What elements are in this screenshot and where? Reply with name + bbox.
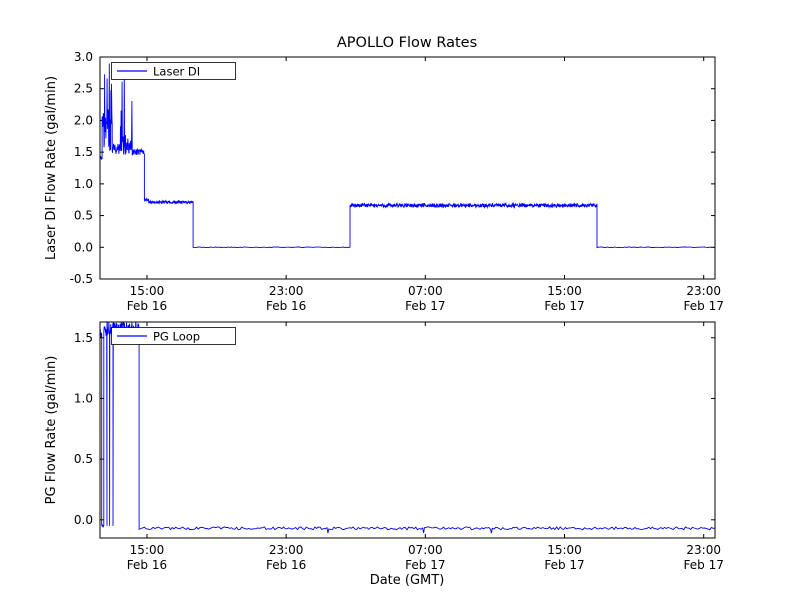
- figure-title: APOLLO Flow Rates: [337, 35, 477, 51]
- x-tick-date-label: Feb 16: [266, 299, 306, 313]
- bottom-legend-label: PG Loop: [153, 330, 200, 344]
- bottom-legend: PG Loop: [111, 327, 236, 345]
- x-tick-date-label: Feb 17: [544, 299, 584, 313]
- y-tick-label: 1.5: [74, 331, 93, 345]
- x-tick-date-label: Feb 17: [405, 558, 445, 572]
- y-tick-label: 1.0: [74, 177, 93, 191]
- x-tick-time-label: 07:00: [408, 284, 443, 298]
- laser-di-series-line: [99, 63, 716, 249]
- bottom-legend-box: [111, 327, 236, 345]
- bottom-y-axis-label: PG Flow Rate (gal/min): [44, 356, 59, 505]
- axes-frame: [99, 56, 716, 280]
- pg-loop-series-line: [99, 321, 716, 534]
- y-tick-label: 0.0: [74, 513, 93, 527]
- x-tick-time-label: 15:00: [547, 543, 582, 557]
- x-tick-time-label: 23:00: [686, 284, 721, 298]
- x-tick-time-label: 23:00: [269, 543, 304, 557]
- x-tick-time-label: 07:00: [408, 543, 443, 557]
- x-tick-date-label: Feb 16: [266, 558, 306, 572]
- y-tick-label: 0.5: [74, 209, 93, 223]
- y-tick-label: 1.5: [74, 145, 93, 159]
- y-tick-label: 0.0: [74, 240, 93, 254]
- x-tick-date-label: Feb 16: [127, 558, 167, 572]
- y-tick-label: 1.0: [74, 391, 93, 405]
- x-tick-time-label: 23:00: [269, 284, 304, 298]
- y-tick-label: 3.0: [74, 50, 93, 64]
- x-tick-date-label: Feb 16: [127, 299, 167, 313]
- top-legend: Laser DI: [111, 62, 236, 80]
- x-tick-time-label: 15:00: [547, 284, 582, 298]
- x-tick-time-label: 23:00: [686, 543, 721, 557]
- top-legend-box: [111, 62, 236, 80]
- top-legend-label: Laser DI: [153, 65, 200, 79]
- y-tick-label: 2.5: [74, 82, 93, 96]
- axes-frame: [99, 321, 716, 539]
- x-tick-date-label: Feb 17: [684, 299, 724, 313]
- x-tick-date-label: Feb 17: [405, 299, 445, 313]
- y-tick-label: -0.5: [70, 272, 93, 286]
- x-axis-label: Date (GMT): [370, 573, 445, 588]
- x-tick-time-label: 15:00: [130, 284, 165, 298]
- y-tick-label: 0.5: [74, 452, 93, 466]
- x-tick-date-label: Feb 17: [544, 558, 584, 572]
- x-tick-date-label: Feb 17: [684, 558, 724, 572]
- x-tick-time-label: 15:00: [130, 543, 165, 557]
- y-tick-label: 2.0: [74, 113, 93, 127]
- top-y-axis-label: Laser DI Flow Rate (gal/min): [44, 76, 59, 260]
